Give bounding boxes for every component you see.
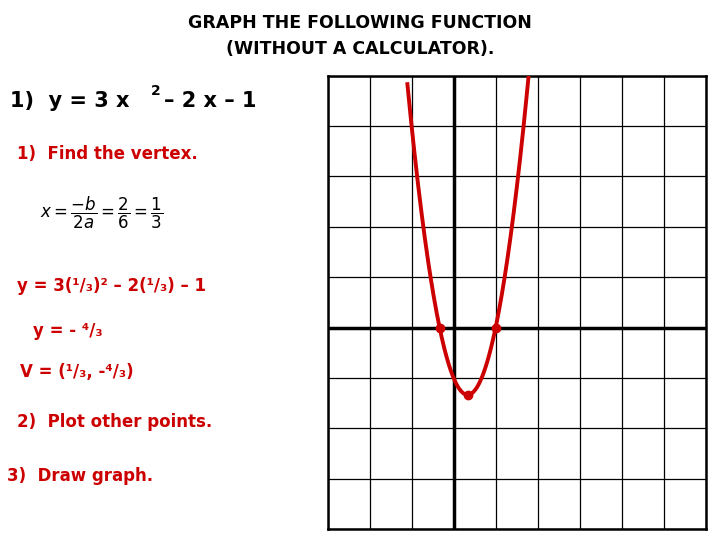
Text: 2: 2 — [150, 84, 161, 98]
Text: V = (¹/₃, -⁴/₃): V = (¹/₃, -⁴/₃) — [20, 363, 133, 381]
Text: (WITHOUT A CALCULATOR).: (WITHOUT A CALCULATOR). — [226, 40, 494, 58]
Text: y = - ⁴/₃: y = - ⁴/₃ — [33, 322, 103, 340]
Text: 3)  Draw graph.: 3) Draw graph. — [6, 468, 153, 485]
Text: 1)  y = 3 x: 1) y = 3 x — [10, 91, 130, 111]
Text: $x = \dfrac{-b}{2a} = \dfrac{2}{6} = \dfrac{1}{3}$: $x = \dfrac{-b}{2a} = \dfrac{2}{6} = \df… — [40, 195, 163, 232]
Text: GRAPH THE FOLLOWING FUNCTION: GRAPH THE FOLLOWING FUNCTION — [188, 14, 532, 31]
Text: y = 3(¹/₃)² – 2(¹/₃) – 1: y = 3(¹/₃)² – 2(¹/₃) – 1 — [17, 277, 206, 295]
Text: 2)  Plot other points.: 2) Plot other points. — [17, 413, 212, 431]
Text: 1)  Find the vertex.: 1) Find the vertex. — [17, 145, 197, 164]
Text: – 2 x – 1: – 2 x – 1 — [164, 91, 256, 111]
